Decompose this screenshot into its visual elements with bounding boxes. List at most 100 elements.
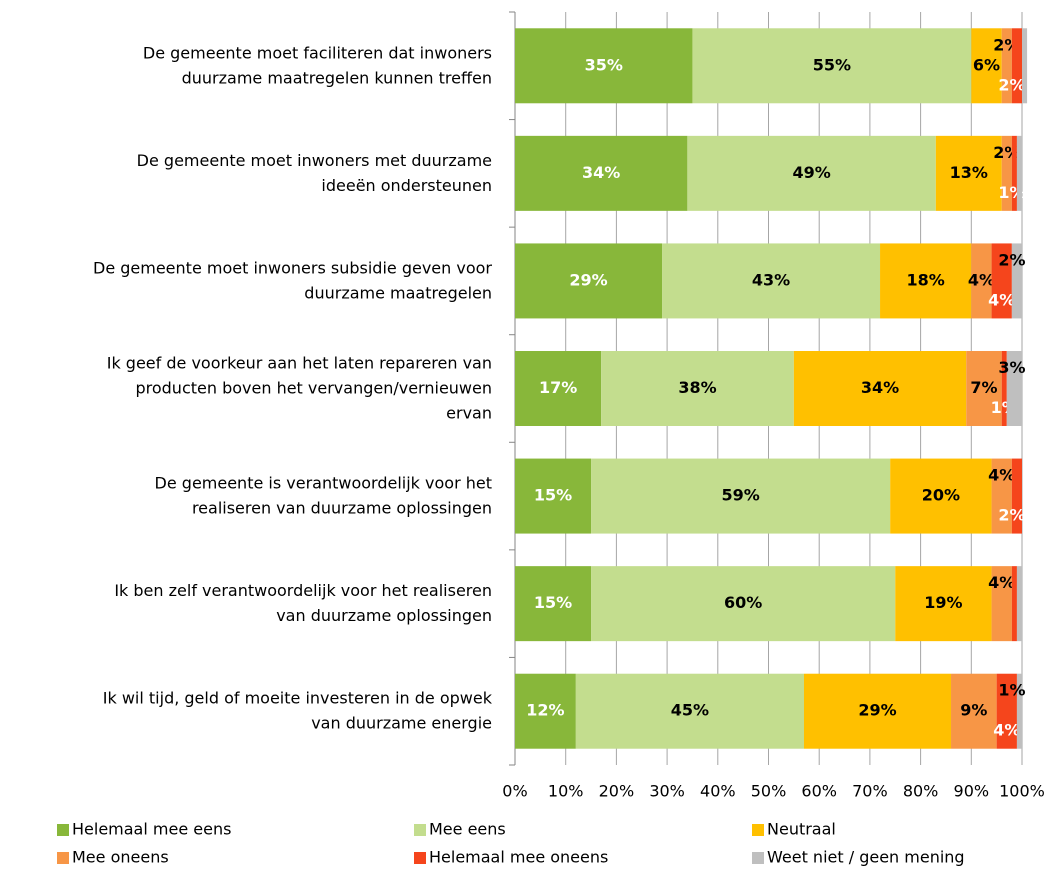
bar-segment [991, 458, 1012, 534]
x-tick-label: 70% [852, 782, 888, 801]
bar-segment [935, 135, 1002, 211]
legend-swatch [752, 824, 764, 836]
x-tick-label: 30% [649, 782, 685, 801]
value-label: 2% [998, 75, 1025, 94]
bar-segment [1001, 351, 1007, 426]
value-label: 7% [970, 378, 997, 397]
value-label: 4% [993, 721, 1020, 740]
value-label: 13% [950, 163, 988, 182]
bar-segment [515, 243, 663, 319]
bar-segment [1016, 135, 1022, 211]
bar-segment [1011, 458, 1022, 534]
x-tick-label: 100% [999, 782, 1045, 801]
bar-segment [662, 243, 881, 319]
x-tick-label: 80% [903, 782, 939, 801]
bar-segment [1001, 135, 1012, 211]
bar-segment [1006, 351, 1022, 426]
x-tick-label: 50% [751, 782, 787, 801]
y-tick-label: Ik ben zelf verantwoordelijk voor het re… [114, 581, 492, 625]
value-label: 15% [534, 593, 572, 612]
value-label: 2% [998, 506, 1025, 525]
value-label: 1% [998, 681, 1025, 700]
value-label: 4% [988, 573, 1015, 592]
value-label: 15% [534, 486, 572, 505]
bar-segment [971, 28, 1002, 104]
bar-segment [966, 351, 1002, 426]
value-label: 12% [526, 701, 564, 720]
value-label: 34% [861, 378, 899, 397]
value-label: 18% [907, 270, 945, 289]
bar-segment [1011, 28, 1022, 104]
bar-segment [991, 566, 1012, 642]
x-tick-label: 40% [700, 782, 736, 801]
bar-segment [515, 673, 576, 749]
value-label: 60% [724, 593, 762, 612]
bar-segment [515, 458, 592, 534]
legend-swatch [414, 824, 426, 836]
bar-segment [515, 28, 693, 104]
bar-segment [515, 135, 688, 211]
value-label: 6% [973, 55, 1000, 74]
bar-segment [895, 566, 992, 642]
bar-segment [1016, 673, 1022, 749]
value-label: 34% [582, 163, 620, 182]
legend-swatch [414, 852, 426, 864]
x-tick-label: 10% [548, 782, 584, 801]
y-tick-label: De gemeente moet inwoners subsidie geven… [93, 258, 492, 302]
value-label: 43% [752, 270, 790, 289]
x-tick-label: 0% [502, 782, 527, 801]
bar-segment [591, 458, 891, 534]
legend-swatch [752, 852, 764, 864]
value-label: 2% [998, 250, 1025, 269]
bar-segment [1016, 566, 1022, 642]
value-label: 45% [671, 701, 709, 720]
legend-label: Helemaal mee oneens [429, 848, 608, 867]
bar-segment [575, 673, 804, 749]
bar-segment [991, 243, 1012, 319]
y-tick-label: De gemeente moet faciliteren dat inwoner… [143, 43, 492, 87]
bar-segment [803, 673, 952, 749]
legend-label: Neutraal [767, 820, 836, 839]
bar-segment [1022, 28, 1028, 104]
value-label: 17% [539, 378, 577, 397]
bar-segment [793, 351, 967, 426]
bar-segment [971, 243, 992, 319]
bar-segment [1011, 566, 1017, 642]
bar-segment [687, 135, 936, 211]
value-label: 29% [858, 701, 896, 720]
value-label: 49% [792, 163, 830, 182]
value-label: 4% [988, 290, 1015, 309]
x-tick-label: 60% [801, 782, 837, 801]
x-tick-label: 90% [954, 782, 990, 801]
legend-swatch [57, 824, 69, 836]
x-tick-label: 20% [599, 782, 635, 801]
value-label: 29% [569, 270, 607, 289]
bar-segment [1011, 243, 1022, 319]
legend-label: Mee oneens [72, 848, 169, 867]
value-label: 4% [988, 466, 1015, 485]
legend-label: Mee eens [429, 820, 506, 839]
legend-swatch [57, 852, 69, 864]
value-label: 19% [924, 593, 962, 612]
y-tick-label: Ik geef de voorkeur aan het laten repare… [107, 353, 492, 422]
bar-segment [601, 351, 794, 426]
value-label: 4% [968, 270, 995, 289]
y-tick-label: De gemeente moet inwoners met duurzame id… [137, 150, 492, 194]
bar-segment [951, 673, 997, 749]
bar-segment [880, 243, 972, 319]
y-tick-label: De gemeente is verantwoordelijk voor het… [155, 473, 492, 517]
bar-segment [890, 458, 992, 534]
bar-segment [515, 351, 602, 426]
legend-label: Weet niet / geen mening [767, 848, 965, 867]
value-label: 55% [813, 55, 851, 74]
bar-segment [1001, 28, 1012, 104]
bar-segment [591, 566, 896, 642]
value-label: 9% [960, 701, 987, 720]
value-label: 59% [721, 486, 759, 505]
value-label: 20% [922, 486, 960, 505]
y-tick-label: Ik wil tijd, geld of moeite investeren i… [103, 688, 493, 732]
bar-segment [692, 28, 972, 104]
value-label: 35% [585, 55, 623, 74]
bar-segment [515, 566, 592, 642]
